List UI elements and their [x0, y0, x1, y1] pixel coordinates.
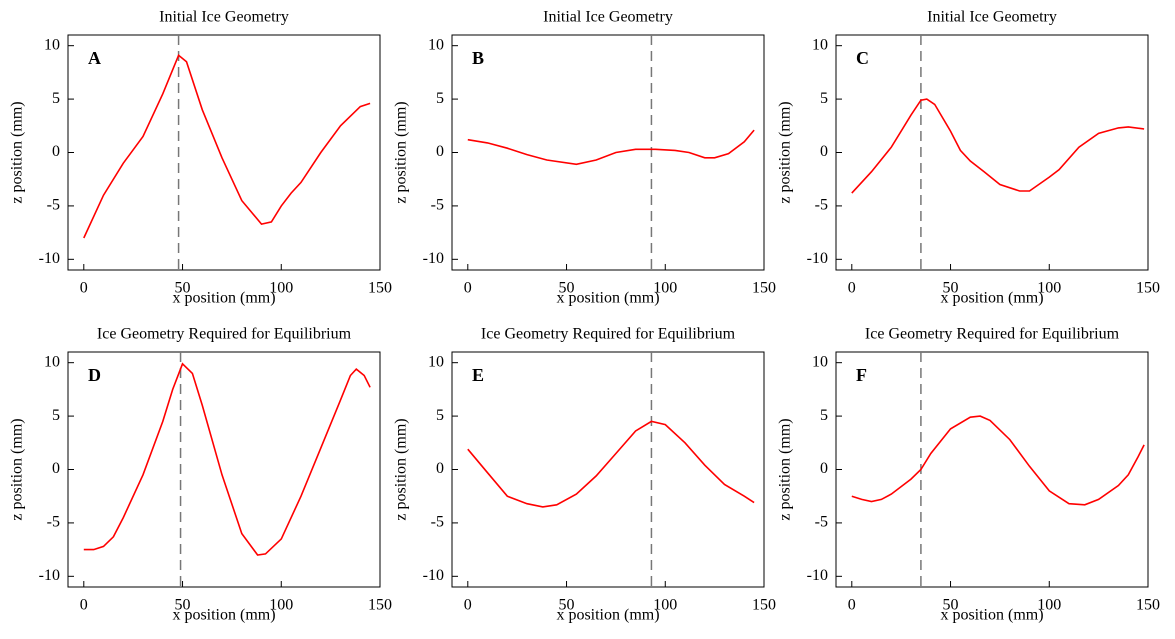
axes-frame	[835, 351, 1149, 588]
data-line	[467, 420, 755, 508]
x-axis-label: x position (mm)	[940, 290, 1043, 307]
x-tick-label: 150	[752, 280, 776, 297]
chart-title: Initial Ice Geometry	[543, 9, 673, 26]
x-tick-label: 0	[848, 280, 856, 297]
y-tick-label: 10	[428, 36, 444, 53]
x-tick-label: 50	[943, 280, 959, 297]
data-line	[467, 129, 755, 166]
x-tick-label: 0	[848, 597, 856, 614]
panel-label: E	[472, 365, 484, 385]
y-axis-label: z position (mm)	[9, 101, 26, 203]
x-axis-label: x position (mm)	[940, 607, 1043, 624]
x-tick-label: 50	[559, 597, 575, 614]
x-tick-label: 50	[175, 597, 191, 614]
x-tick-label: 50	[175, 280, 191, 297]
y-tick-label: 5	[820, 90, 828, 107]
x-axis-label: x position (mm)	[556, 290, 659, 307]
x-axis-label: x position (mm)	[556, 607, 659, 624]
y-tick-label: 0	[52, 143, 60, 160]
x-tick-label: 150	[1136, 280, 1160, 297]
x-axis-label: x position (mm)	[172, 607, 275, 624]
y-tick-label: -5	[815, 514, 828, 531]
panel-label: F	[856, 365, 867, 385]
x-tick-label: 50	[943, 597, 959, 614]
chart-title: Initial Ice Geometry	[927, 9, 1057, 26]
data-line	[83, 54, 371, 239]
y-axis-label: z position (mm)	[393, 101, 410, 203]
y-tick-label: 10	[812, 353, 828, 370]
x-tick-label: 50	[559, 280, 575, 297]
x-tick-label: 100	[269, 280, 293, 297]
axes-frame	[451, 34, 765, 271]
x-tick-label: 0	[464, 597, 472, 614]
panel-label: C	[856, 48, 869, 68]
y-tick-label: -10	[807, 250, 828, 267]
y-tick-label: -5	[47, 514, 60, 531]
y-tick-label: -10	[423, 567, 444, 584]
panel-label: A	[88, 48, 101, 68]
data-line	[83, 362, 371, 556]
x-tick-label: 100	[1037, 597, 1061, 614]
axes-frame	[451, 351, 765, 588]
chart-title: Ice Geometry Required for Equilibrium	[481, 326, 736, 343]
y-tick-label: 5	[52, 407, 60, 424]
y-tick-label: 5	[820, 407, 828, 424]
y-tick-label: 10	[428, 353, 444, 370]
y-tick-label: -10	[39, 567, 60, 584]
y-tick-label: 5	[436, 407, 444, 424]
chart-title: Ice Geometry Required for Equilibrium	[865, 326, 1120, 343]
y-tick-label: -5	[431, 197, 444, 214]
y-tick-label: 10	[812, 36, 828, 53]
x-tick-label: 150	[368, 280, 392, 297]
y-tick-label: -5	[431, 514, 444, 531]
y-tick-label: -10	[39, 250, 60, 267]
y-tick-label: 0	[436, 143, 444, 160]
y-axis-label: z position (mm)	[777, 101, 794, 203]
x-tick-label: 100	[653, 280, 677, 297]
x-tick-label: 0	[80, 597, 88, 614]
x-axis-label: x position (mm)	[172, 290, 275, 307]
axes-frame	[67, 34, 381, 271]
x-tick-label: 150	[368, 597, 392, 614]
chart-title: Ice Geometry Required for Equilibrium	[97, 326, 352, 343]
y-tick-label: -5	[815, 197, 828, 214]
y-axis-label: z position (mm)	[777, 418, 794, 520]
panel-label: D	[88, 365, 101, 385]
y-tick-label: 10	[44, 353, 60, 370]
x-tick-label: 100	[1037, 280, 1061, 297]
y-tick-label: 5	[52, 90, 60, 107]
chart-title: Initial Ice Geometry	[159, 9, 289, 26]
panel-label: B	[472, 48, 484, 68]
y-axis-label: z position (mm)	[9, 418, 26, 520]
x-tick-label: 150	[1136, 597, 1160, 614]
y-tick-label: 5	[436, 90, 444, 107]
y-axis-label: z position (mm)	[393, 418, 410, 520]
y-tick-label: -10	[423, 250, 444, 267]
x-tick-label: 0	[464, 280, 472, 297]
y-tick-label: 10	[44, 36, 60, 53]
axes-frame	[67, 351, 381, 588]
x-tick-label: 150	[752, 597, 776, 614]
data-line	[851, 98, 1145, 194]
x-tick-label: 100	[653, 597, 677, 614]
y-tick-label: -5	[47, 197, 60, 214]
y-tick-label: 0	[52, 460, 60, 477]
y-tick-label: 0	[436, 460, 444, 477]
x-tick-label: 100	[269, 597, 293, 614]
x-tick-label: 0	[80, 280, 88, 297]
data-line	[851, 415, 1145, 506]
y-tick-label: 0	[820, 143, 828, 160]
y-tick-label: -10	[807, 567, 828, 584]
y-tick-label: 0	[820, 460, 828, 477]
axes-frame	[835, 34, 1149, 271]
